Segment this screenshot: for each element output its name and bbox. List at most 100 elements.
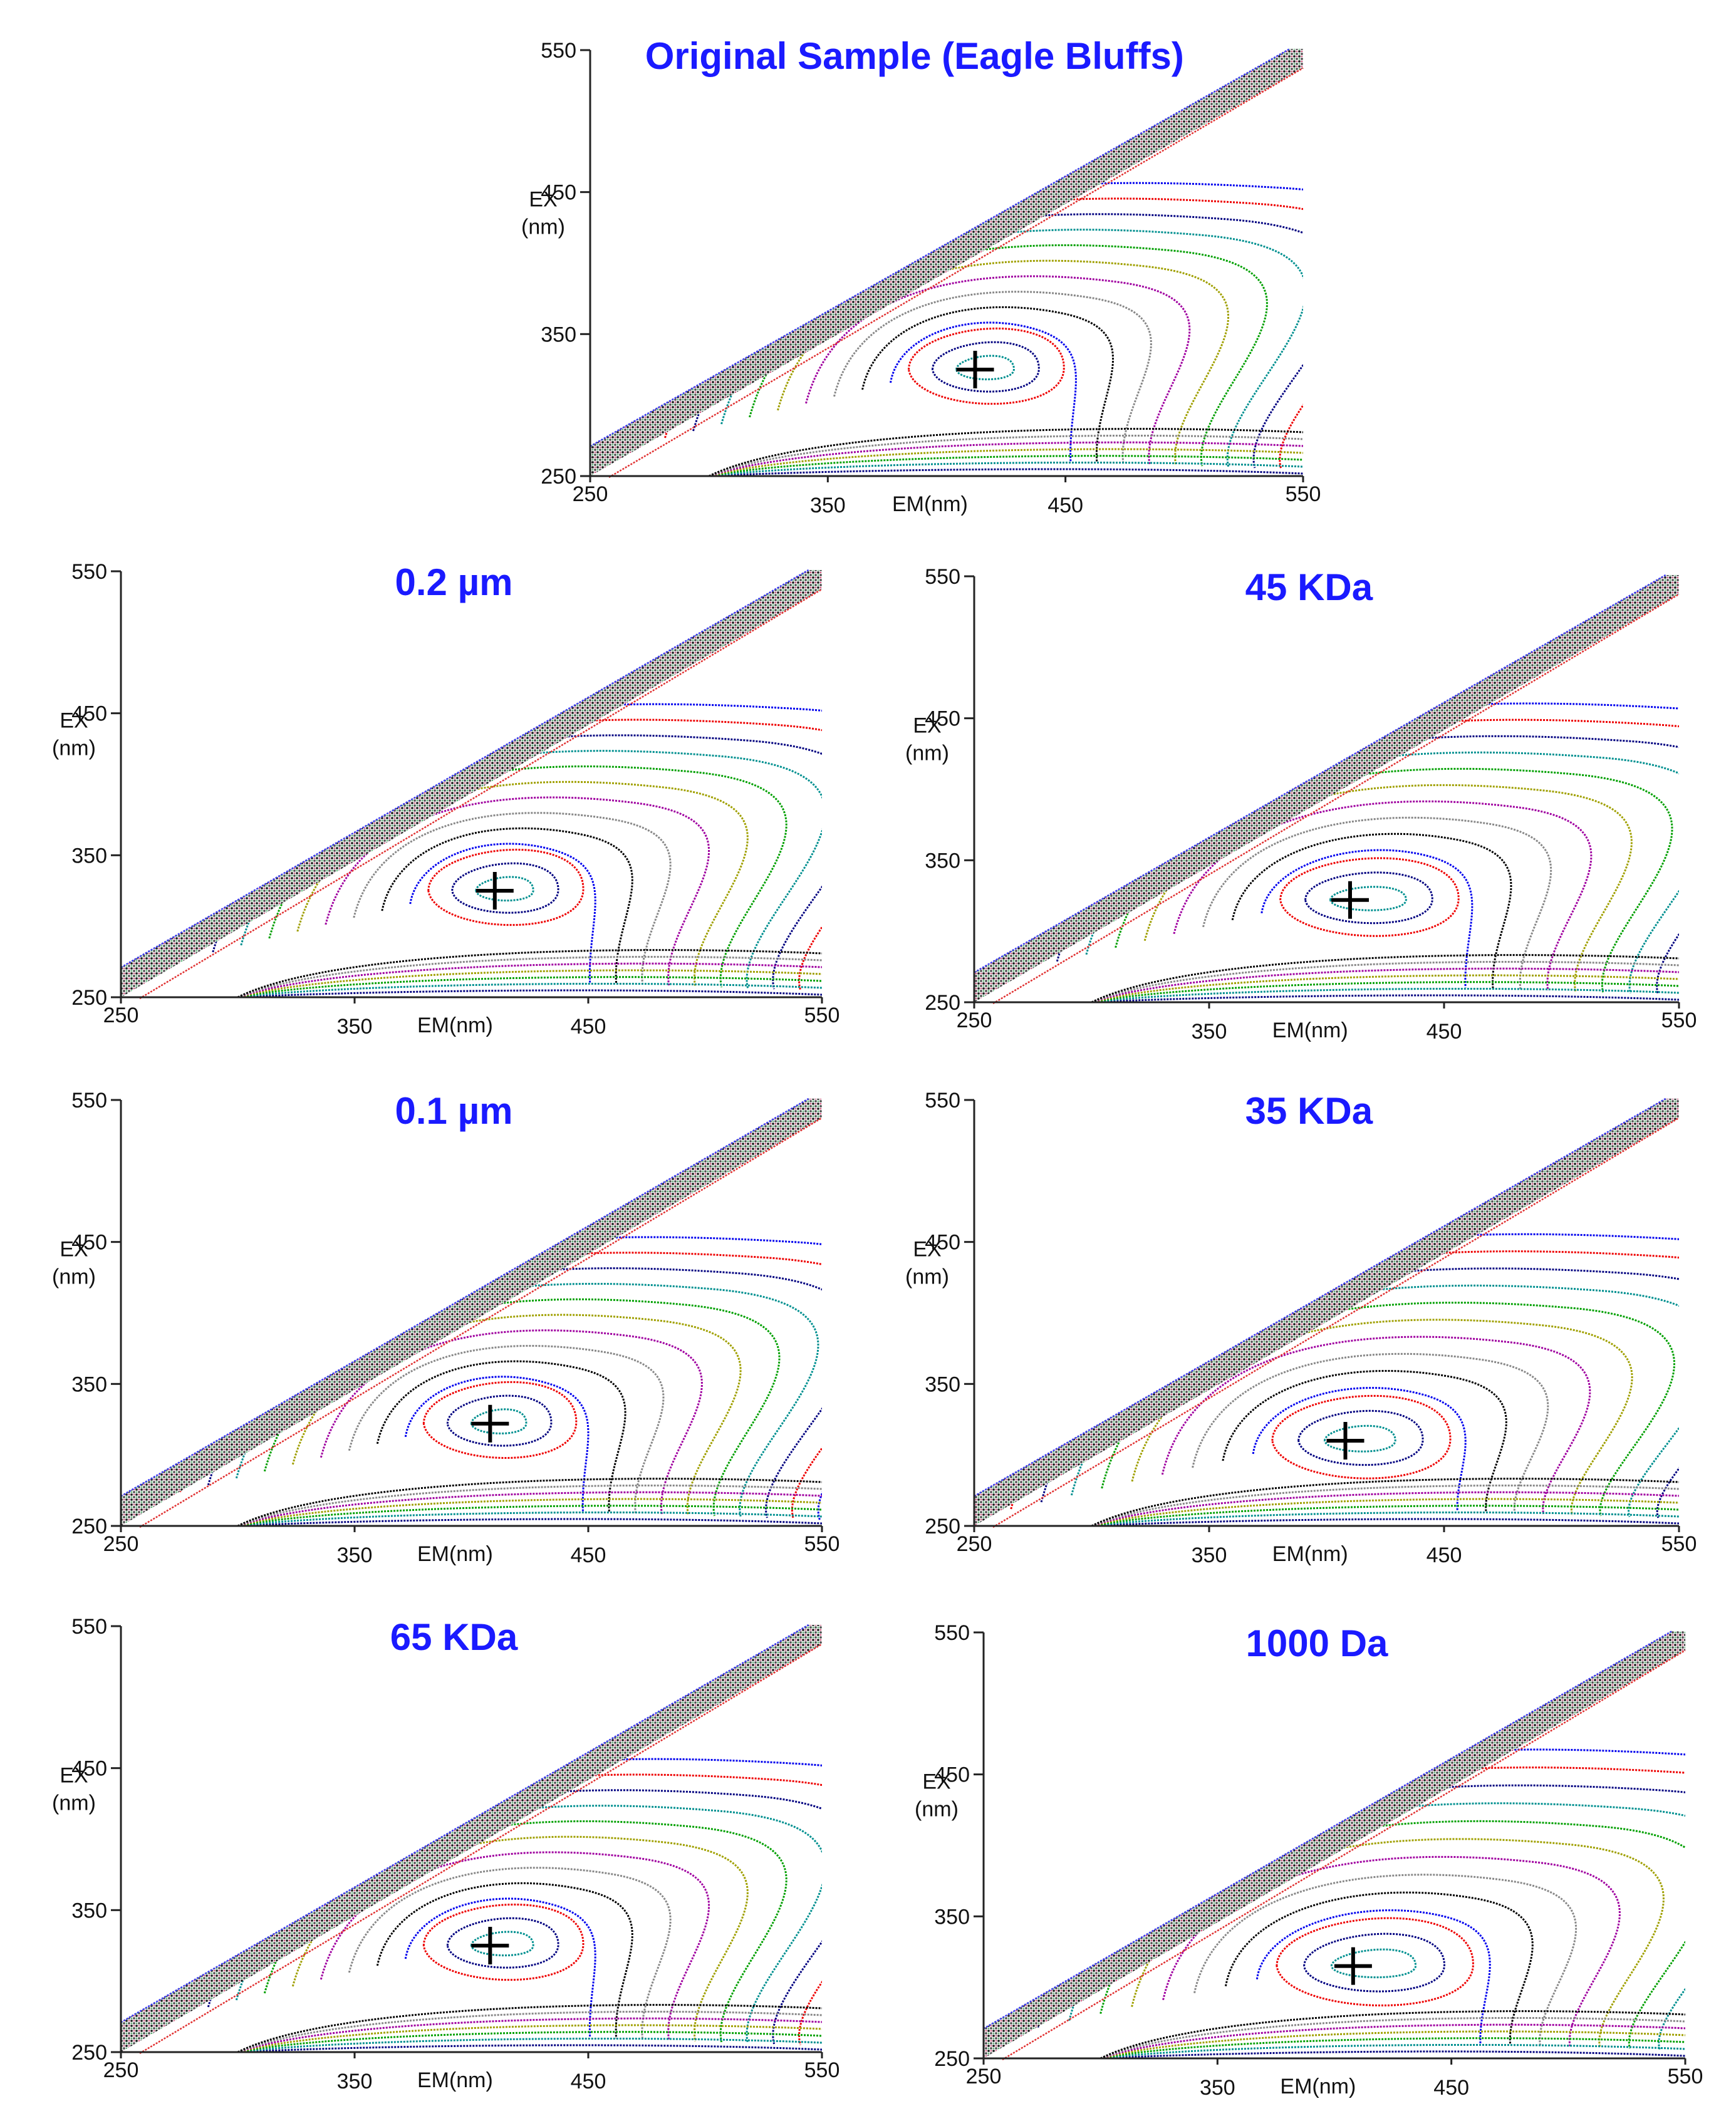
y-tick-label: 350 <box>925 849 960 873</box>
x-tick-label: 250 <box>103 1532 139 1556</box>
y-tick-label: 350 <box>71 1899 107 1922</box>
x-tick-label: 450 <box>1047 494 1083 517</box>
scatter-edge <box>974 1097 1666 1497</box>
contour-level <box>376 1882 633 2039</box>
x-axis-label: EM(nm) <box>417 1542 493 1566</box>
contour-level <box>237 2004 822 2052</box>
y-tick-label: 450 <box>934 1763 970 1787</box>
contour-level <box>1161 1335 1591 1515</box>
contour-level <box>1276 1917 1474 2006</box>
contour-level <box>353 812 672 985</box>
contour-lines <box>636 182 1303 476</box>
x-axis-label: EM(nm) <box>892 492 968 516</box>
contour-level <box>1224 1891 1534 2045</box>
contour-level <box>237 962 822 997</box>
contour-level <box>709 448 1303 476</box>
x-tick-label: 450 <box>571 1543 606 1567</box>
x-tick-label: 350 <box>1192 1020 1227 1044</box>
y-axis-unit: (nm) <box>52 736 96 760</box>
contour-level <box>1131 1319 1633 1515</box>
contour-level <box>1100 2050 1685 2058</box>
contour-level <box>1091 954 1679 1002</box>
y-tick-label: 250 <box>71 1515 107 1538</box>
contour-level <box>263 1298 781 1517</box>
contour-level <box>296 781 749 987</box>
eem-panel-7: 250 350 450 550 250 350 450 550 EM(nm) EX (nm) 1000… <box>915 1621 1703 2100</box>
x-tick-label: 350 <box>1200 2076 1235 2100</box>
contour-level <box>1252 1387 1467 1512</box>
contour-level <box>1091 974 1679 1002</box>
x-tick-label: 450 <box>1427 1543 1462 1567</box>
scatter-edge <box>139 1117 823 1528</box>
y-tick-label: 550 <box>541 39 576 63</box>
contour-level <box>184 718 822 990</box>
contour-level <box>1101 1302 1675 1517</box>
y-tick-label: 450 <box>541 181 576 205</box>
eem-panel-5: 250 350 450 550 250 350 450 550 EM(nm) EX (nm) 35 K… <box>905 1089 1697 1567</box>
y-axis-unit: (nm) <box>915 1797 959 1821</box>
contour-level <box>1297 1409 1424 1466</box>
contour-level <box>1091 1491 1679 1526</box>
contour-level <box>1100 2037 1685 2058</box>
x-tick-label: 350 <box>1192 1543 1227 1567</box>
contour-level <box>1222 1370 1507 1513</box>
x-tick-label: 250 <box>103 1004 139 1027</box>
contour-level <box>1091 1484 1679 1526</box>
eem-panel-6: 250 350 450 550 250 350 450 550 EM(nm) EX (nm) 65 K… <box>52 1615 839 2093</box>
contour-level <box>237 2037 822 2052</box>
scatter-edge <box>120 1097 809 1497</box>
y-axis-unit: (nm) <box>521 215 565 239</box>
x-tick-label: 250 <box>573 482 608 506</box>
contour-level <box>237 1484 822 1526</box>
x-axis-label: EM(nm) <box>417 2068 493 2092</box>
x-tick-label: 450 <box>1433 2076 1469 2100</box>
contour-lines <box>155 703 822 997</box>
peak-marker <box>1334 1947 1372 1985</box>
contour-level <box>1100 2016 1685 2058</box>
contour-level <box>1193 1874 1577 2046</box>
y-tick-label: 350 <box>71 1372 107 1396</box>
contour-level <box>932 341 1040 393</box>
contour-level <box>1091 981 1679 1002</box>
peak-marker <box>1331 881 1369 919</box>
contour-level <box>207 1267 822 1518</box>
contour-lines <box>984 1748 1685 2058</box>
contour-level <box>1100 2010 1685 2058</box>
y-tick-label: 450 <box>71 1231 107 1255</box>
contour-level <box>235 1805 822 2043</box>
scatter-band <box>590 49 1303 476</box>
contour-level <box>1115 767 1673 993</box>
contour-level <box>470 1931 534 1957</box>
y-axis-label: EX <box>60 1237 88 1261</box>
contour-level <box>237 1498 822 1526</box>
scatter-edge <box>983 1630 1673 2030</box>
contour-level <box>381 827 633 984</box>
contour-level <box>1279 857 1460 937</box>
contour-level <box>179 1773 822 2045</box>
contour-level <box>1091 987 1679 1002</box>
x-tick-label: 250 <box>957 1009 992 1032</box>
contour-level <box>325 796 710 986</box>
contour-level <box>422 1381 578 1459</box>
y-tick-label: 250 <box>934 2047 970 2071</box>
contour-level <box>997 702 1679 997</box>
y-axis-label: EX <box>913 713 941 737</box>
contour-level <box>1192 1352 1549 1513</box>
contour-level <box>237 1518 822 1526</box>
contour-level <box>404 1376 590 1512</box>
contour-level <box>1100 2043 1685 2058</box>
scatter-edge <box>992 1117 1680 1528</box>
x-tick-label: 350 <box>810 494 846 517</box>
x-tick-label: 350 <box>337 1015 373 1039</box>
contour-level <box>861 306 1115 463</box>
scatter-edge <box>120 569 809 968</box>
y-tick-label: 250 <box>71 2041 107 2065</box>
y-tick-label: 350 <box>71 844 107 868</box>
x-tick-label: 350 <box>337 1543 373 1567</box>
contour-level <box>1091 1478 1679 1526</box>
peak-marker <box>956 351 994 388</box>
y-axis-unit: (nm) <box>905 741 949 765</box>
contour-level <box>890 321 1077 462</box>
contour-level <box>1231 832 1512 989</box>
y-tick-label: 450 <box>71 1757 107 1781</box>
